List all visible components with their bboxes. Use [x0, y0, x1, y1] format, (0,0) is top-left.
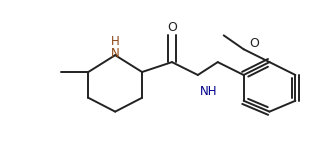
Text: NH: NH [200, 85, 217, 98]
Text: O: O [167, 21, 177, 34]
Text: O: O [250, 37, 259, 50]
Text: H
N: H N [111, 35, 120, 60]
